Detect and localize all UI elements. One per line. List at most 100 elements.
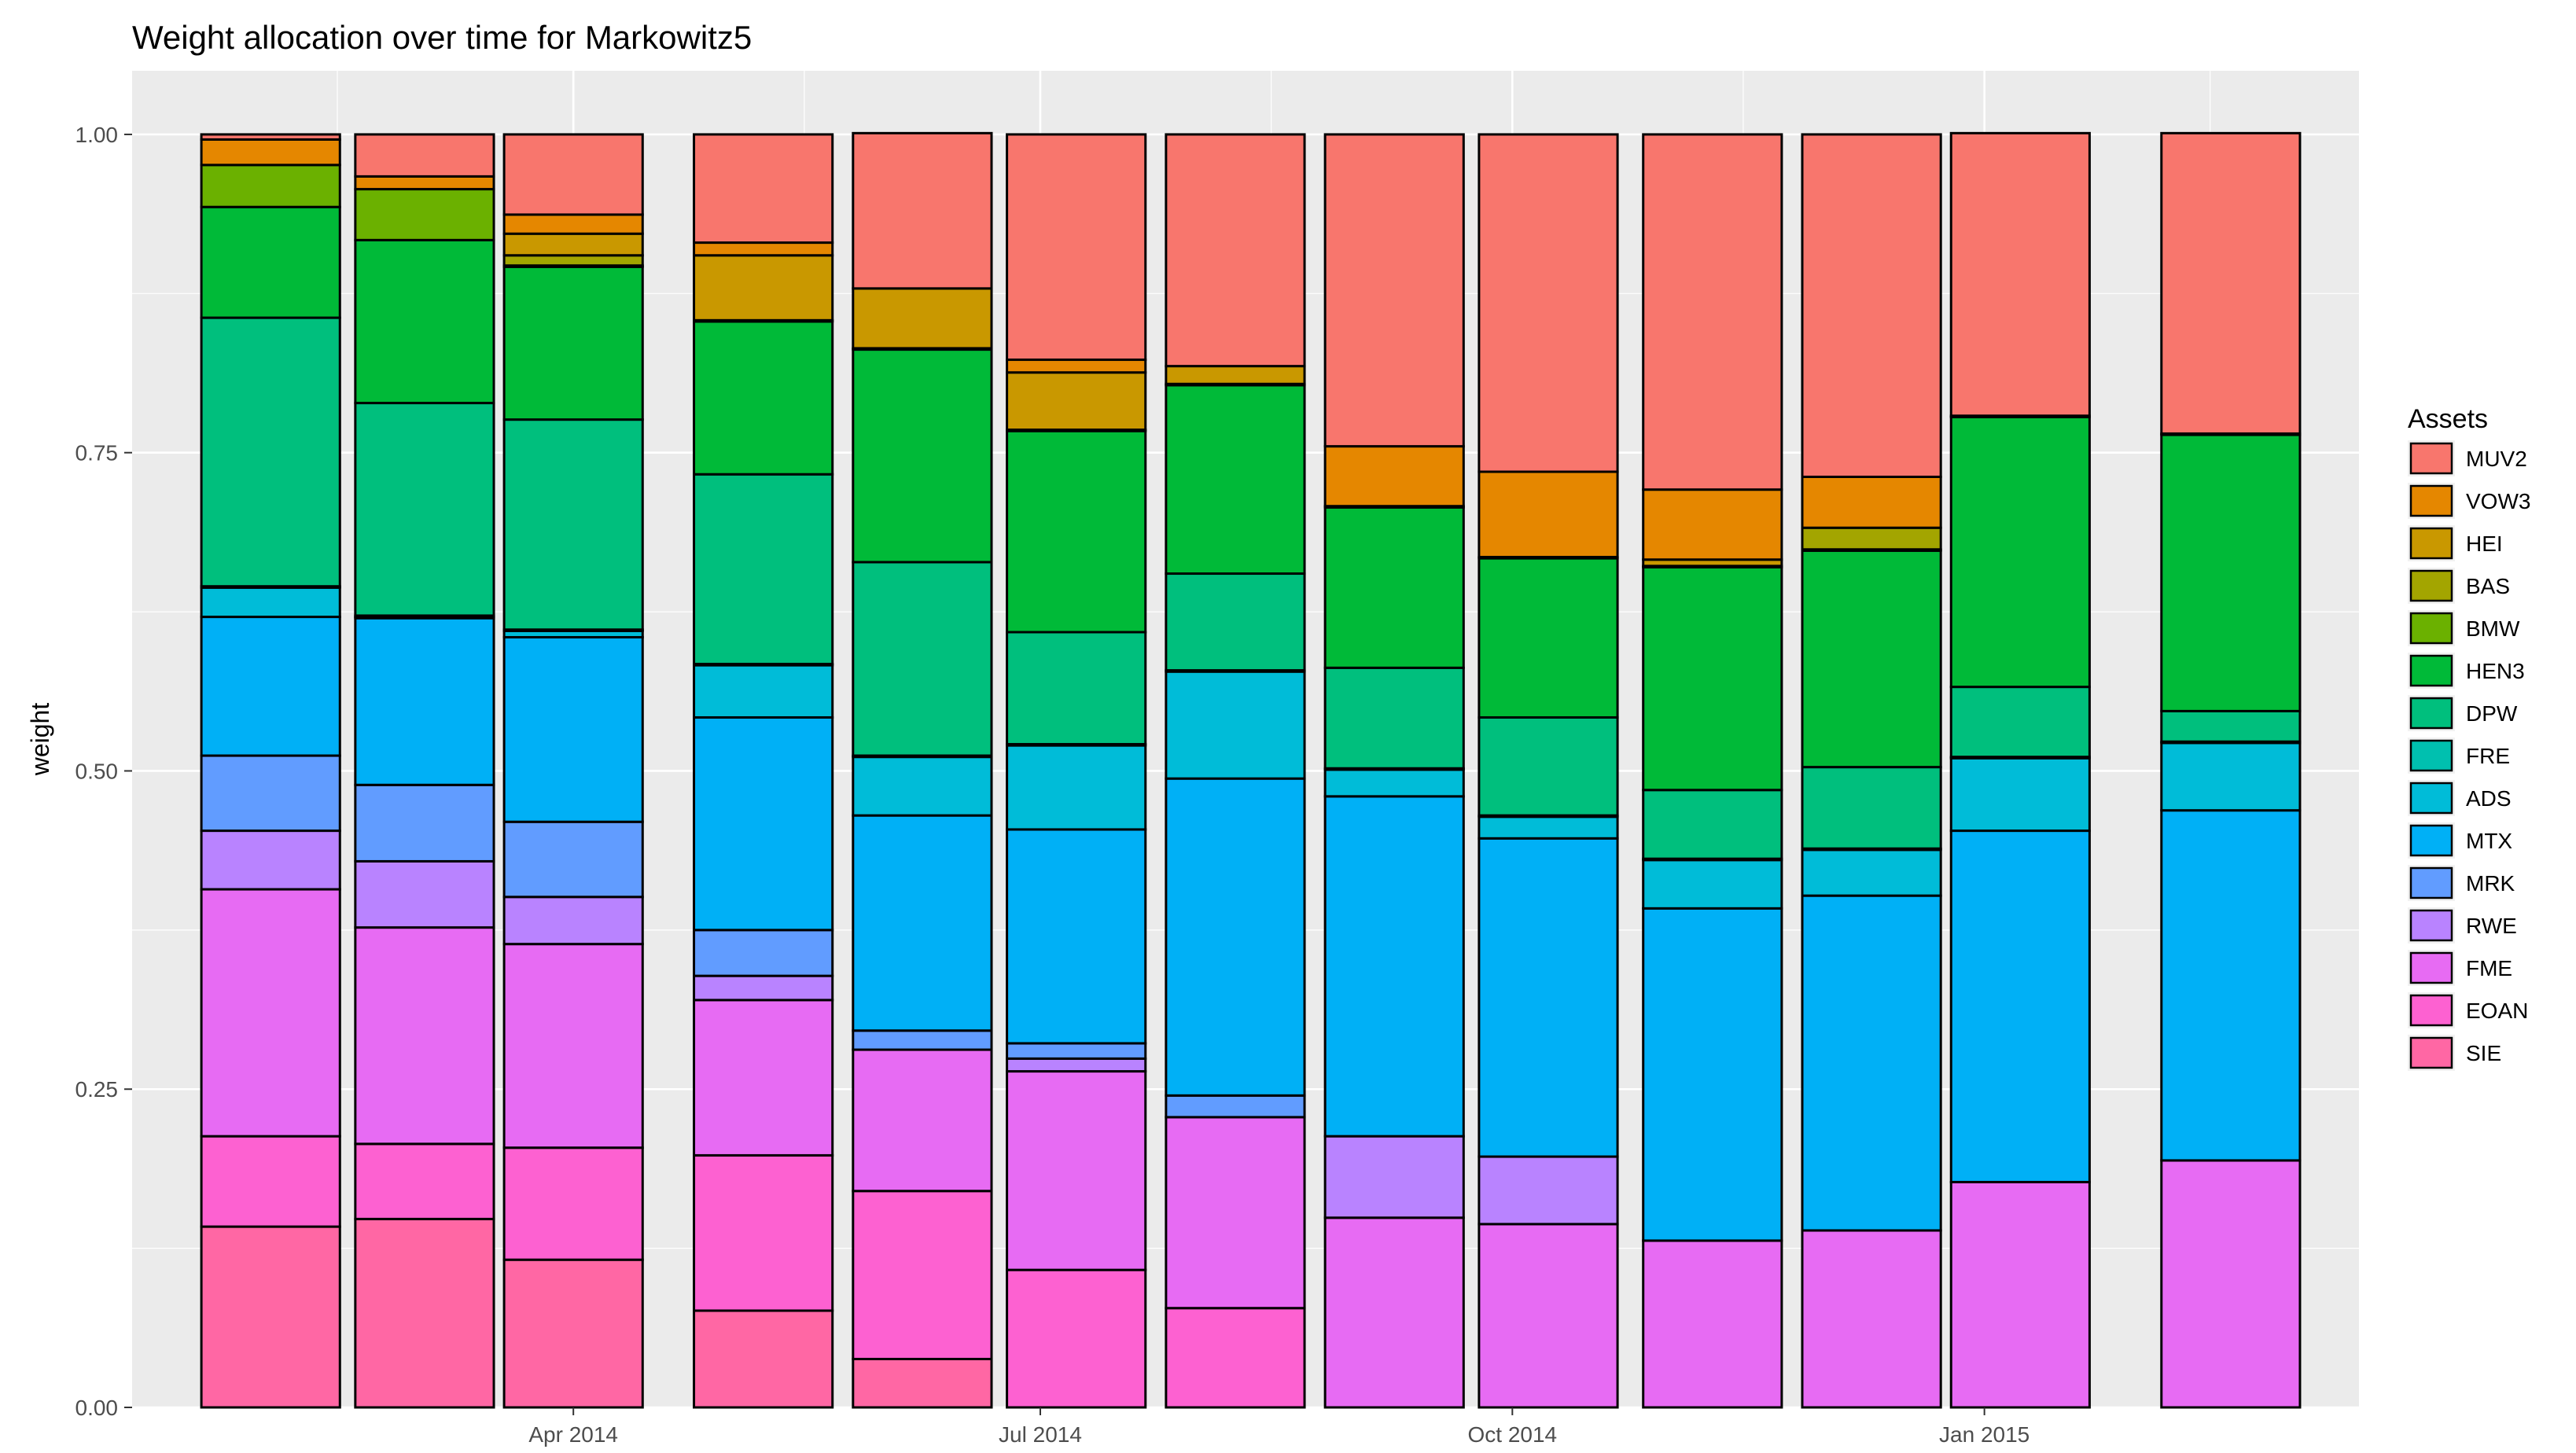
bar-segment-dpw [1949, 686, 2091, 759]
y-axis-title: weight [26, 703, 54, 777]
bar-segment-muv2 [354, 133, 495, 178]
bar-segment-mtx [200, 616, 341, 757]
legend-label-ads: ADS [2466, 786, 2512, 811]
bar-segment-mtx [1478, 837, 1619, 1158]
bar-segment-mtx [693, 715, 834, 932]
bar-segment-hei [693, 254, 834, 322]
bar-segment-ads [693, 664, 834, 719]
bar-segment-ads [1323, 768, 1465, 798]
legend-label-dpw: DPW [2466, 701, 2518, 726]
legend-label-bas: BAS [2466, 574, 2510, 598]
bar-segment-muv2 [200, 133, 341, 141]
bar-segment-hei [502, 232, 644, 257]
bar-segment-ads [1006, 744, 1147, 831]
bar-segment-dpw [1801, 766, 1942, 850]
bar-segment-ads [1165, 670, 1306, 780]
bar-segment-mrk [502, 820, 644, 899]
bar-segment-fme [1006, 1070, 1147, 1271]
bar-segment-hen3 [2160, 433, 2302, 712]
bar-segment-eoan [354, 1142, 495, 1220]
x-axis: Apr 2014 Jul 2014 Oct 2014 Jan 2015 [528, 1407, 2030, 1447]
bar-segment-ads [852, 756, 993, 817]
bar-segment-ads [1801, 848, 1942, 897]
bar-segment-hen3 [1801, 549, 1942, 769]
bar-segment-fme [1949, 1180, 2091, 1409]
bar-segment-sie [852, 1357, 993, 1409]
bar-segment-fme [1478, 1223, 1619, 1409]
bar-segment-mtx [2160, 809, 2302, 1162]
bar-segment-fme [1642, 1239, 1783, 1409]
legend-swatch-muv2 [2409, 442, 2453, 475]
bar-segment-muv2 [693, 133, 834, 245]
legend-swatch-vow3 [2409, 484, 2453, 517]
bar-segment-rwe [693, 974, 834, 1002]
bar-segment-sie [354, 1217, 495, 1409]
bar-segment-hei [852, 287, 993, 350]
legend-swatch-mrk [2409, 866, 2453, 899]
bar-segment-eoan [200, 1135, 341, 1228]
bar-segment-eoan [1165, 1307, 1306, 1409]
legend-title: Assets [2408, 404, 2488, 434]
bar-segment-sie [200, 1225, 341, 1409]
bar-segment-hen3 [1478, 557, 1619, 719]
bar-segment-rwe [502, 896, 644, 946]
x-tick-label: Oct 2014 [1467, 1422, 1557, 1447]
x-tick-label: Apr 2014 [528, 1422, 618, 1447]
bar-segment-sie [693, 1309, 834, 1409]
legend-label-fre: FRE [2466, 744, 2510, 768]
bar-segment-eoan [693, 1153, 834, 1312]
bar-segment-dpw [1165, 572, 1306, 672]
bar-segment-fme [354, 926, 495, 1146]
bar-segment-eoan [1006, 1268, 1147, 1409]
bar-segment-muv2 [1323, 133, 1465, 448]
bar-segment-muv2 [1642, 133, 1783, 491]
bar-segment-mrk [693, 929, 834, 977]
legend-swatch-hei [2409, 527, 2453, 560]
bar-segment-vow3 [200, 138, 341, 167]
y-tick-label: 0.00 [75, 1396, 119, 1420]
bar-segment-mtx [1642, 907, 1783, 1242]
legend-swatch-fme [2409, 951, 2453, 984]
bar-segment-dpw [852, 561, 993, 757]
legend-swatch-dpw [2409, 697, 2453, 730]
bar-segment-dpw [354, 402, 495, 617]
bar-segment-sie [502, 1258, 644, 1409]
bar-segment-fme [2160, 1159, 2302, 1409]
bar-segment-muv2 [1801, 133, 1942, 478]
bar-segment-muv2 [852, 131, 993, 290]
bar-segment-mrk [1165, 1094, 1306, 1119]
bar-segment-dpw [1478, 715, 1619, 817]
bar-segment-muv2 [1165, 133, 1306, 368]
bar-segment-rwe [1478, 1155, 1619, 1226]
bar-segment-fme [502, 943, 644, 1150]
legend-label-rwe: RWE [2466, 914, 2517, 938]
y-tick-label: 0.75 [75, 441, 119, 465]
bar-segment-ads [1478, 815, 1619, 840]
bar-segment-mtx [852, 814, 993, 1032]
bar-segment-hen3 [200, 205, 341, 319]
bar-segment-hen3 [502, 265, 644, 421]
bar-segment-vow3 [1478, 470, 1619, 558]
bar-segment-vow3 [502, 213, 644, 235]
bar-segment-mtx [1165, 777, 1306, 1097]
bar-segment-hen3 [1006, 429, 1147, 634]
legend-label-hen3: HEN3 [2466, 659, 2525, 683]
bar-segment-fme [1801, 1229, 1942, 1409]
bar-segment-mrk [354, 783, 495, 863]
legend-label-eoan: EOAN [2466, 999, 2528, 1023]
legend-swatch-ads [2409, 782, 2453, 815]
legend-label-bmw: BMW [2466, 616, 2520, 641]
bar-segment-vow3 [354, 175, 495, 191]
bar-segment-muv2 [1006, 133, 1147, 362]
legend: Assets MUV2 VOW3 HEI BAS BMW HEN3 DPW FRE ADS MTX… [2408, 404, 2530, 1071]
legend-label-fme: FME [2466, 956, 2512, 980]
legend-swatch-bas [2409, 569, 2453, 602]
bar-segment-dpw [2160, 709, 2302, 743]
bar-segment-mrk [1006, 1042, 1147, 1060]
legend-label-muv2: MUV2 [2466, 447, 2527, 471]
y-tick-label: 0.50 [75, 759, 119, 783]
bar-segment-rwe [1323, 1135, 1465, 1219]
bar-segment-hen3 [1323, 506, 1465, 669]
bar-segment-bas [502, 254, 644, 267]
